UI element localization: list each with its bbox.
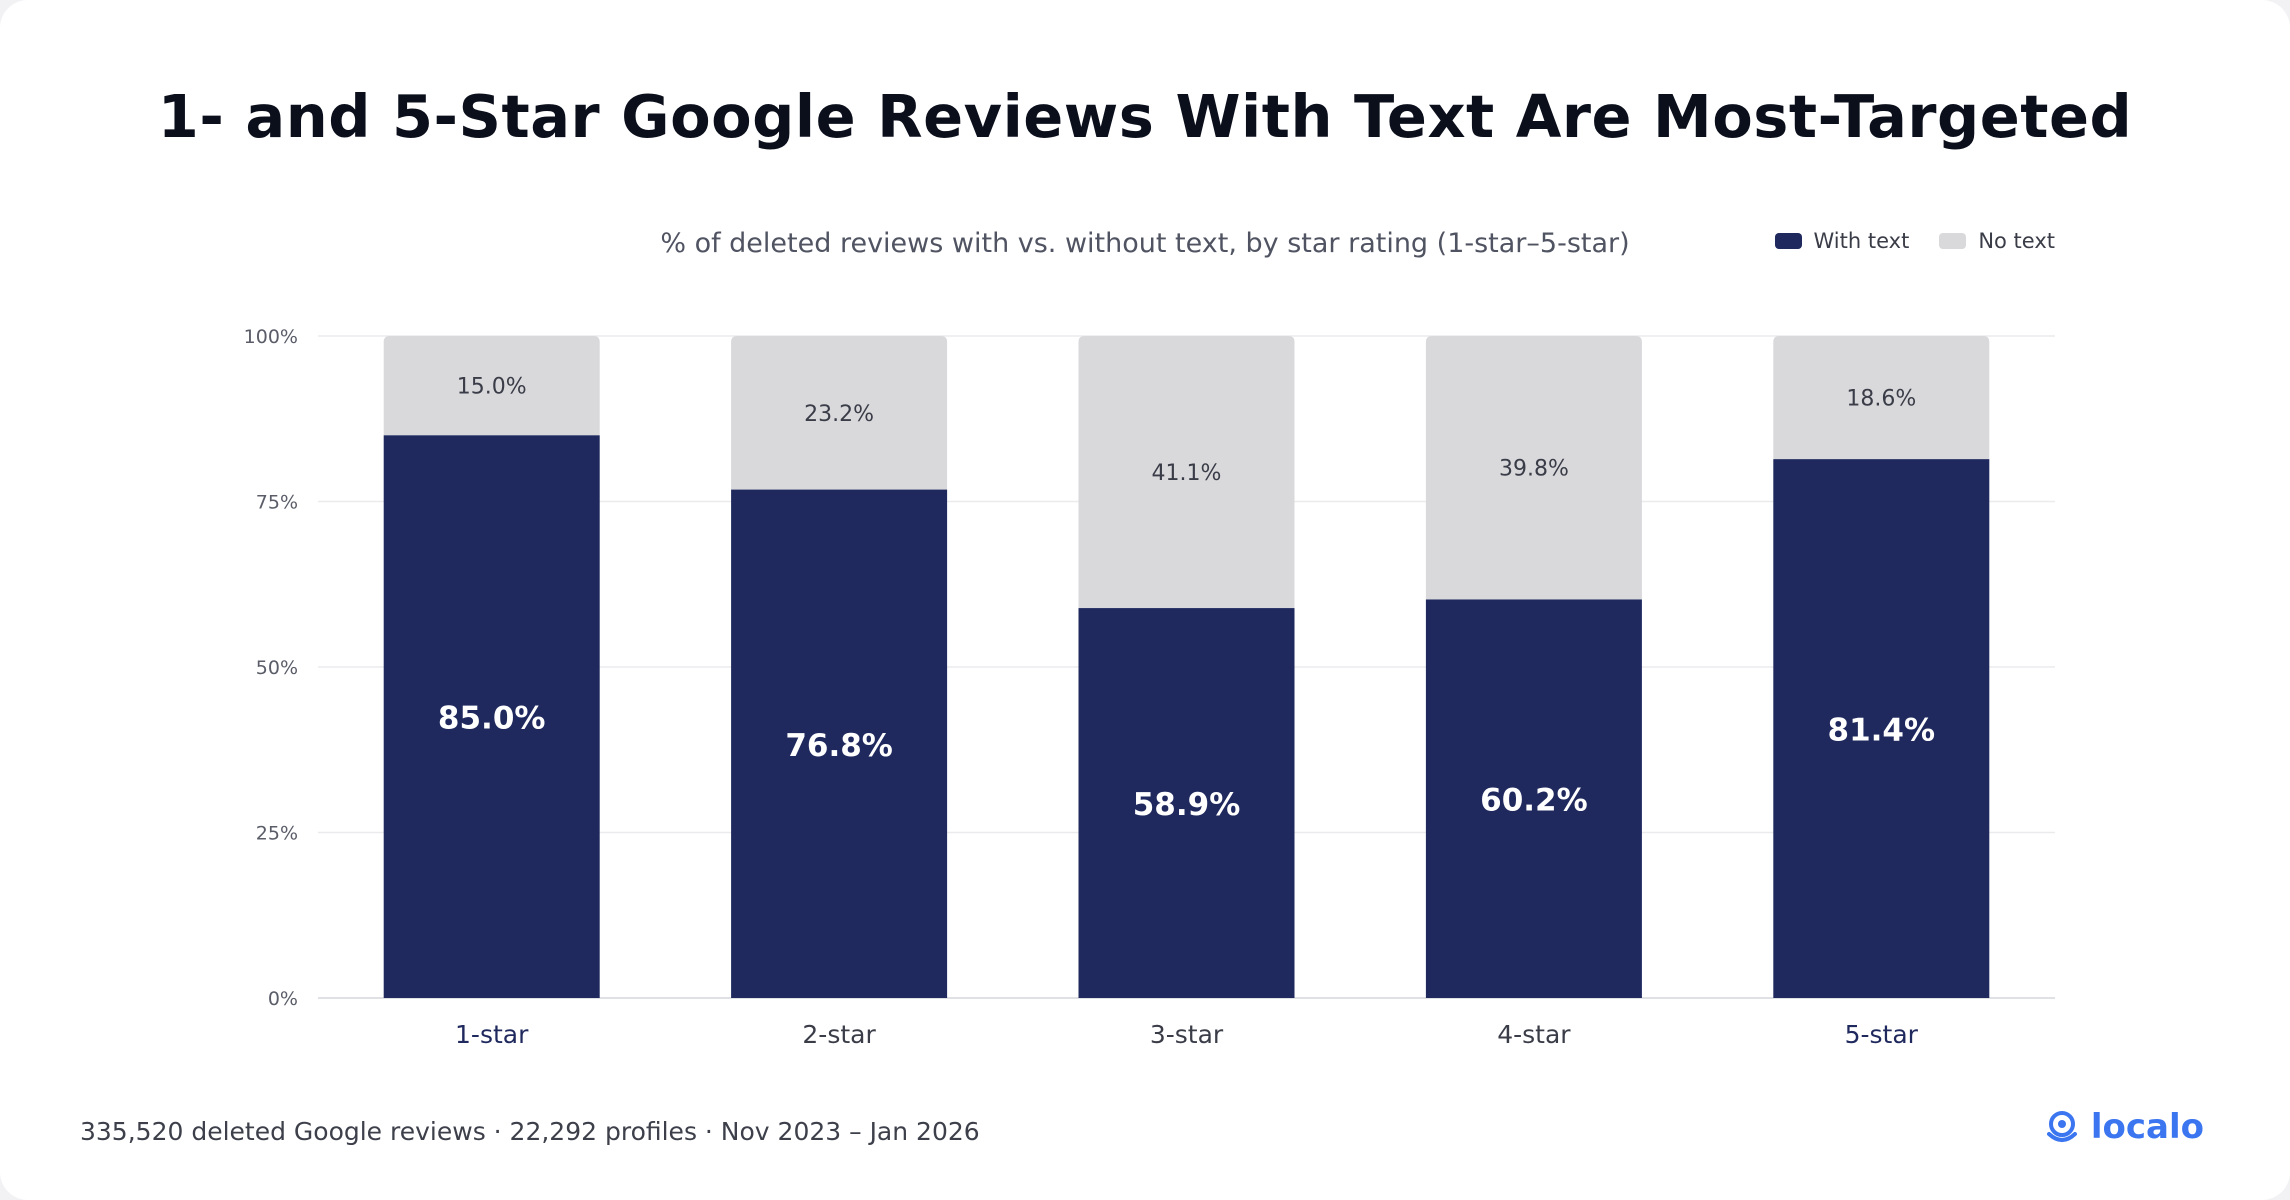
legend-item-with-text: With text (1774, 229, 1910, 253)
location-pin-icon (2046, 1111, 2077, 1142)
x-tick-label: 5-star (1845, 1020, 1919, 1049)
data-label-no-text: 18.6% (1846, 387, 1916, 412)
bar-segment-with-text (1425, 599, 1642, 998)
legend-label-no-text: No text (1978, 229, 2055, 253)
chart-title: 1- and 5-Star Google Reviews With Text A… (157, 82, 2133, 151)
data-label-with-text: 85.0% (438, 701, 546, 737)
data-label-with-text: 60.2% (1480, 783, 1588, 819)
data-label-no-text: 23.2% (804, 402, 874, 427)
bar-segment-no-text (1078, 336, 1295, 609)
bar-segment-no-text (731, 336, 948, 490)
bar-segment-with-text (731, 489, 948, 998)
bar-segment-no-text (383, 336, 600, 436)
footer-source-note: 335,520 deleted Google reviews · 22,292 … (80, 1117, 980, 1146)
y-tick-label: 50% (256, 657, 298, 679)
y-tick-label: 100% (244, 326, 298, 348)
brand-logo: localo (2041, 1106, 2204, 1148)
x-tick-label: 3-star (1150, 1020, 1224, 1049)
data-label-with-text: 58.9% (1133, 787, 1241, 823)
chart-subtitle: % of deleted reviews with vs. without te… (660, 228, 1630, 259)
bar-segment-with-text (1078, 608, 1295, 998)
y-tick-label: 25% (256, 823, 298, 845)
x-tick-label: 2-star (802, 1020, 876, 1049)
bar-segment-with-text (1773, 459, 1990, 999)
bar-segment-no-text (1425, 336, 1642, 600)
x-tick-label: 1-star (455, 1020, 529, 1049)
y-tick-label: 0% (268, 988, 298, 1010)
brand-name: localo (2090, 1107, 2204, 1147)
legend-swatch-with-text (1774, 233, 1802, 249)
x-tick-label: 4-star (1497, 1020, 1571, 1049)
data-label-no-text: 41.1% (1152, 461, 1222, 486)
data-label-no-text: 15.0% (457, 375, 527, 400)
legend-swatch-no-text (1939, 233, 1967, 249)
data-label-with-text: 81.4% (1828, 713, 1936, 749)
bar-segment-no-text (1773, 336, 1990, 460)
bar-segment-with-text (383, 435, 600, 998)
data-label-no-text: 39.8% (1499, 457, 1569, 482)
data-label-with-text: 76.8% (785, 728, 893, 764)
chart-legend: With text No text (1774, 229, 2055, 253)
legend-label-with-text: With text (1813, 229, 1910, 253)
y-tick-label: 75% (256, 492, 298, 514)
legend-item-no-text: No text (1939, 229, 2055, 253)
